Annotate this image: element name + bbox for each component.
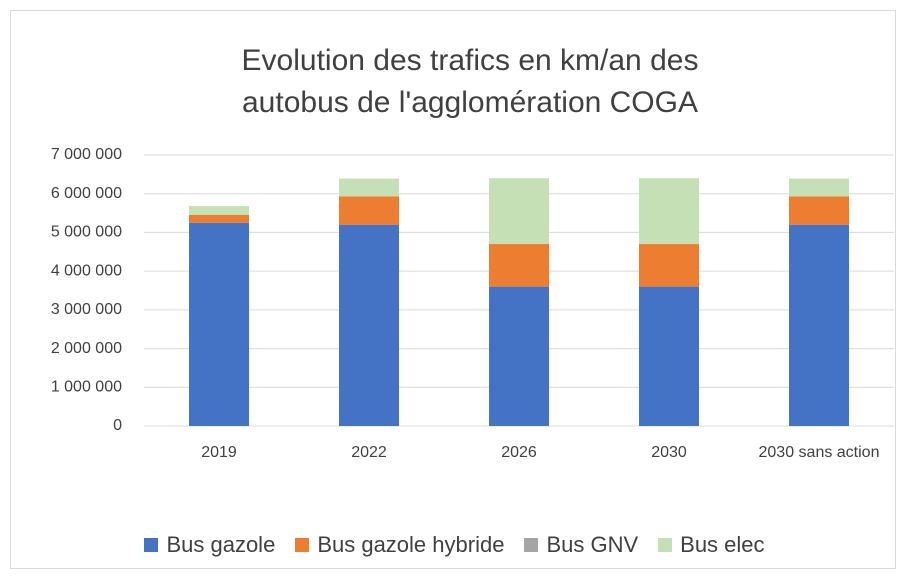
legend-item: Bus gazole hybride [295,532,504,558]
legend-swatch [658,538,673,552]
x-tick-label: 2022 [351,444,387,461]
chart-title: Evolution des trafics en km/an des autob… [241,44,699,119]
y-tick-label: 6 000 000 [51,185,122,202]
legend-label: Bus gazole [166,532,276,557]
bar-segment [789,224,849,426]
legend-item: Bus elec [658,532,765,558]
legend-label: Bus GNV [546,532,639,557]
bar-segment [489,178,549,245]
y-tick-label: 1 000 000 [51,379,122,396]
x-tick-label: 2030 [651,444,687,461]
x-tick-label: 2026 [501,444,537,461]
y-tick-label: 2 000 000 [51,340,122,357]
legend-swatch [524,538,539,552]
bar-segment [639,286,699,426]
bar-segment [339,196,399,225]
y-tick-label: 7 000 000 [51,146,122,163]
bar-segment [489,244,549,287]
bar-segment [789,178,849,197]
bar-segment [189,206,249,216]
legend-item: Bus gazole [144,532,275,558]
legend-swatch [295,538,310,552]
bar-segment [339,224,399,426]
y-tick-label: 5 000 000 [51,224,122,241]
x-tick-label: 2019 [201,444,237,461]
legend-swatch [144,538,159,552]
legend: Bus gazole Bus gazole hybride Bus GNV Bus e… [0,532,909,558]
bar-segment [639,244,699,287]
legend-item: Bus GNV [524,532,638,558]
bar-segment [789,196,849,225]
y-tick-label: 3 000 000 [51,301,122,318]
y-tick-label: 4 000 000 [51,262,122,279]
legend-label: Bus elec [680,532,765,557]
x-tick-label: 2030 sans action [758,444,880,461]
legend-label: Bus gazole hybride [317,532,505,557]
bar-segment [189,222,249,426]
chart-frame [10,10,896,569]
bar-segment [339,178,399,197]
bar-segment [639,178,699,245]
y-tick-label: 0 [113,417,122,434]
bar-segment [189,215,249,223]
bar-segment [489,286,549,426]
